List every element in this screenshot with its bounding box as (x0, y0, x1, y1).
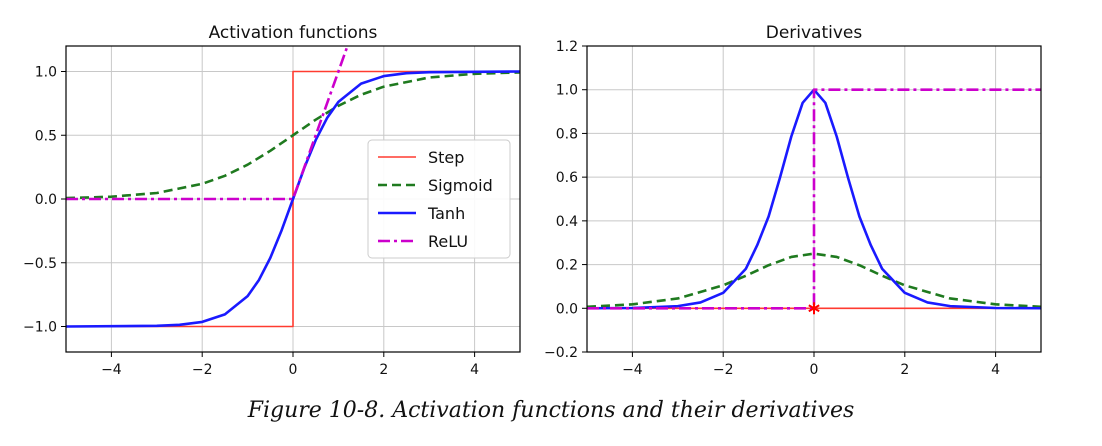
y-tick-label: 1.2 (556, 39, 578, 55)
x-tick-label: −4 (622, 362, 643, 378)
x-tick-label: −2 (192, 362, 213, 378)
series-group (66, 46, 520, 328)
y-tick-label: −1.0 (23, 320, 57, 336)
x-tick-label: 2 (379, 362, 388, 378)
legend-label-step: Step (428, 148, 464, 167)
y-tick-label: 0.6 (556, 170, 578, 186)
y-tick-label: −0.2 (544, 345, 578, 361)
x-tick-label: 4 (470, 362, 479, 378)
legend-label-sigmoid: Sigmoid (428, 176, 493, 195)
chart-panel-2: −4 −2 0 2 4 −0.2 0.0 0.2 0.4 0.6 0.8 1.0 1.2 Derivati… (544, 23, 1042, 378)
chart-title: Activation functions (209, 23, 378, 43)
legend-label-relu: ReLU (428, 232, 468, 251)
y-tick-label: 0.2 (556, 258, 578, 274)
series-line-sigmoid (587, 252, 1041, 309)
series-line-relu (587, 88, 1041, 310)
y-tick-label: 0.5 (35, 128, 57, 144)
figure: −4 −2 0 2 4 −1.0 −0.5 0.0 0.5 1.0 Activation funct… (23, 23, 1042, 378)
y-tick-label: 1.0 (35, 65, 57, 81)
x-tick-label: 2 (900, 362, 909, 378)
legend: Step Sigmoid Tanh ReLU (367, 139, 511, 259)
figure-caption: Figure 10-8. Activation functions and th… (247, 398, 855, 423)
x-tick-label: 0 (810, 362, 819, 378)
x-tick-label: −2 (713, 362, 734, 378)
y-tick-label: −0.5 (23, 256, 57, 272)
chart-panel-1: −4 −2 0 2 4 −1.0 −0.5 0.0 0.5 1.0 Activation funct… (23, 23, 521, 378)
star-marker (808, 302, 820, 315)
series-line-relu (66, 46, 349, 201)
y-tick-label: 0.8 (556, 126, 578, 142)
legend-label-tanh: Tanh (427, 204, 465, 223)
chart-title: Derivatives (766, 23, 863, 43)
x-tick-label: 0 (289, 362, 298, 378)
y-tick-label: 1.0 (556, 83, 578, 99)
y-tick-label: 0.0 (35, 192, 57, 208)
x-tick-label: −4 (101, 362, 122, 378)
y-tick-label: 0.0 (556, 301, 578, 317)
x-tick-label: 4 (991, 362, 1000, 378)
y-tick-label: 0.4 (556, 214, 578, 230)
series-line-tanh (66, 70, 520, 328)
legend-box (367, 139, 511, 259)
series-line-sigmoid (66, 71, 520, 200)
